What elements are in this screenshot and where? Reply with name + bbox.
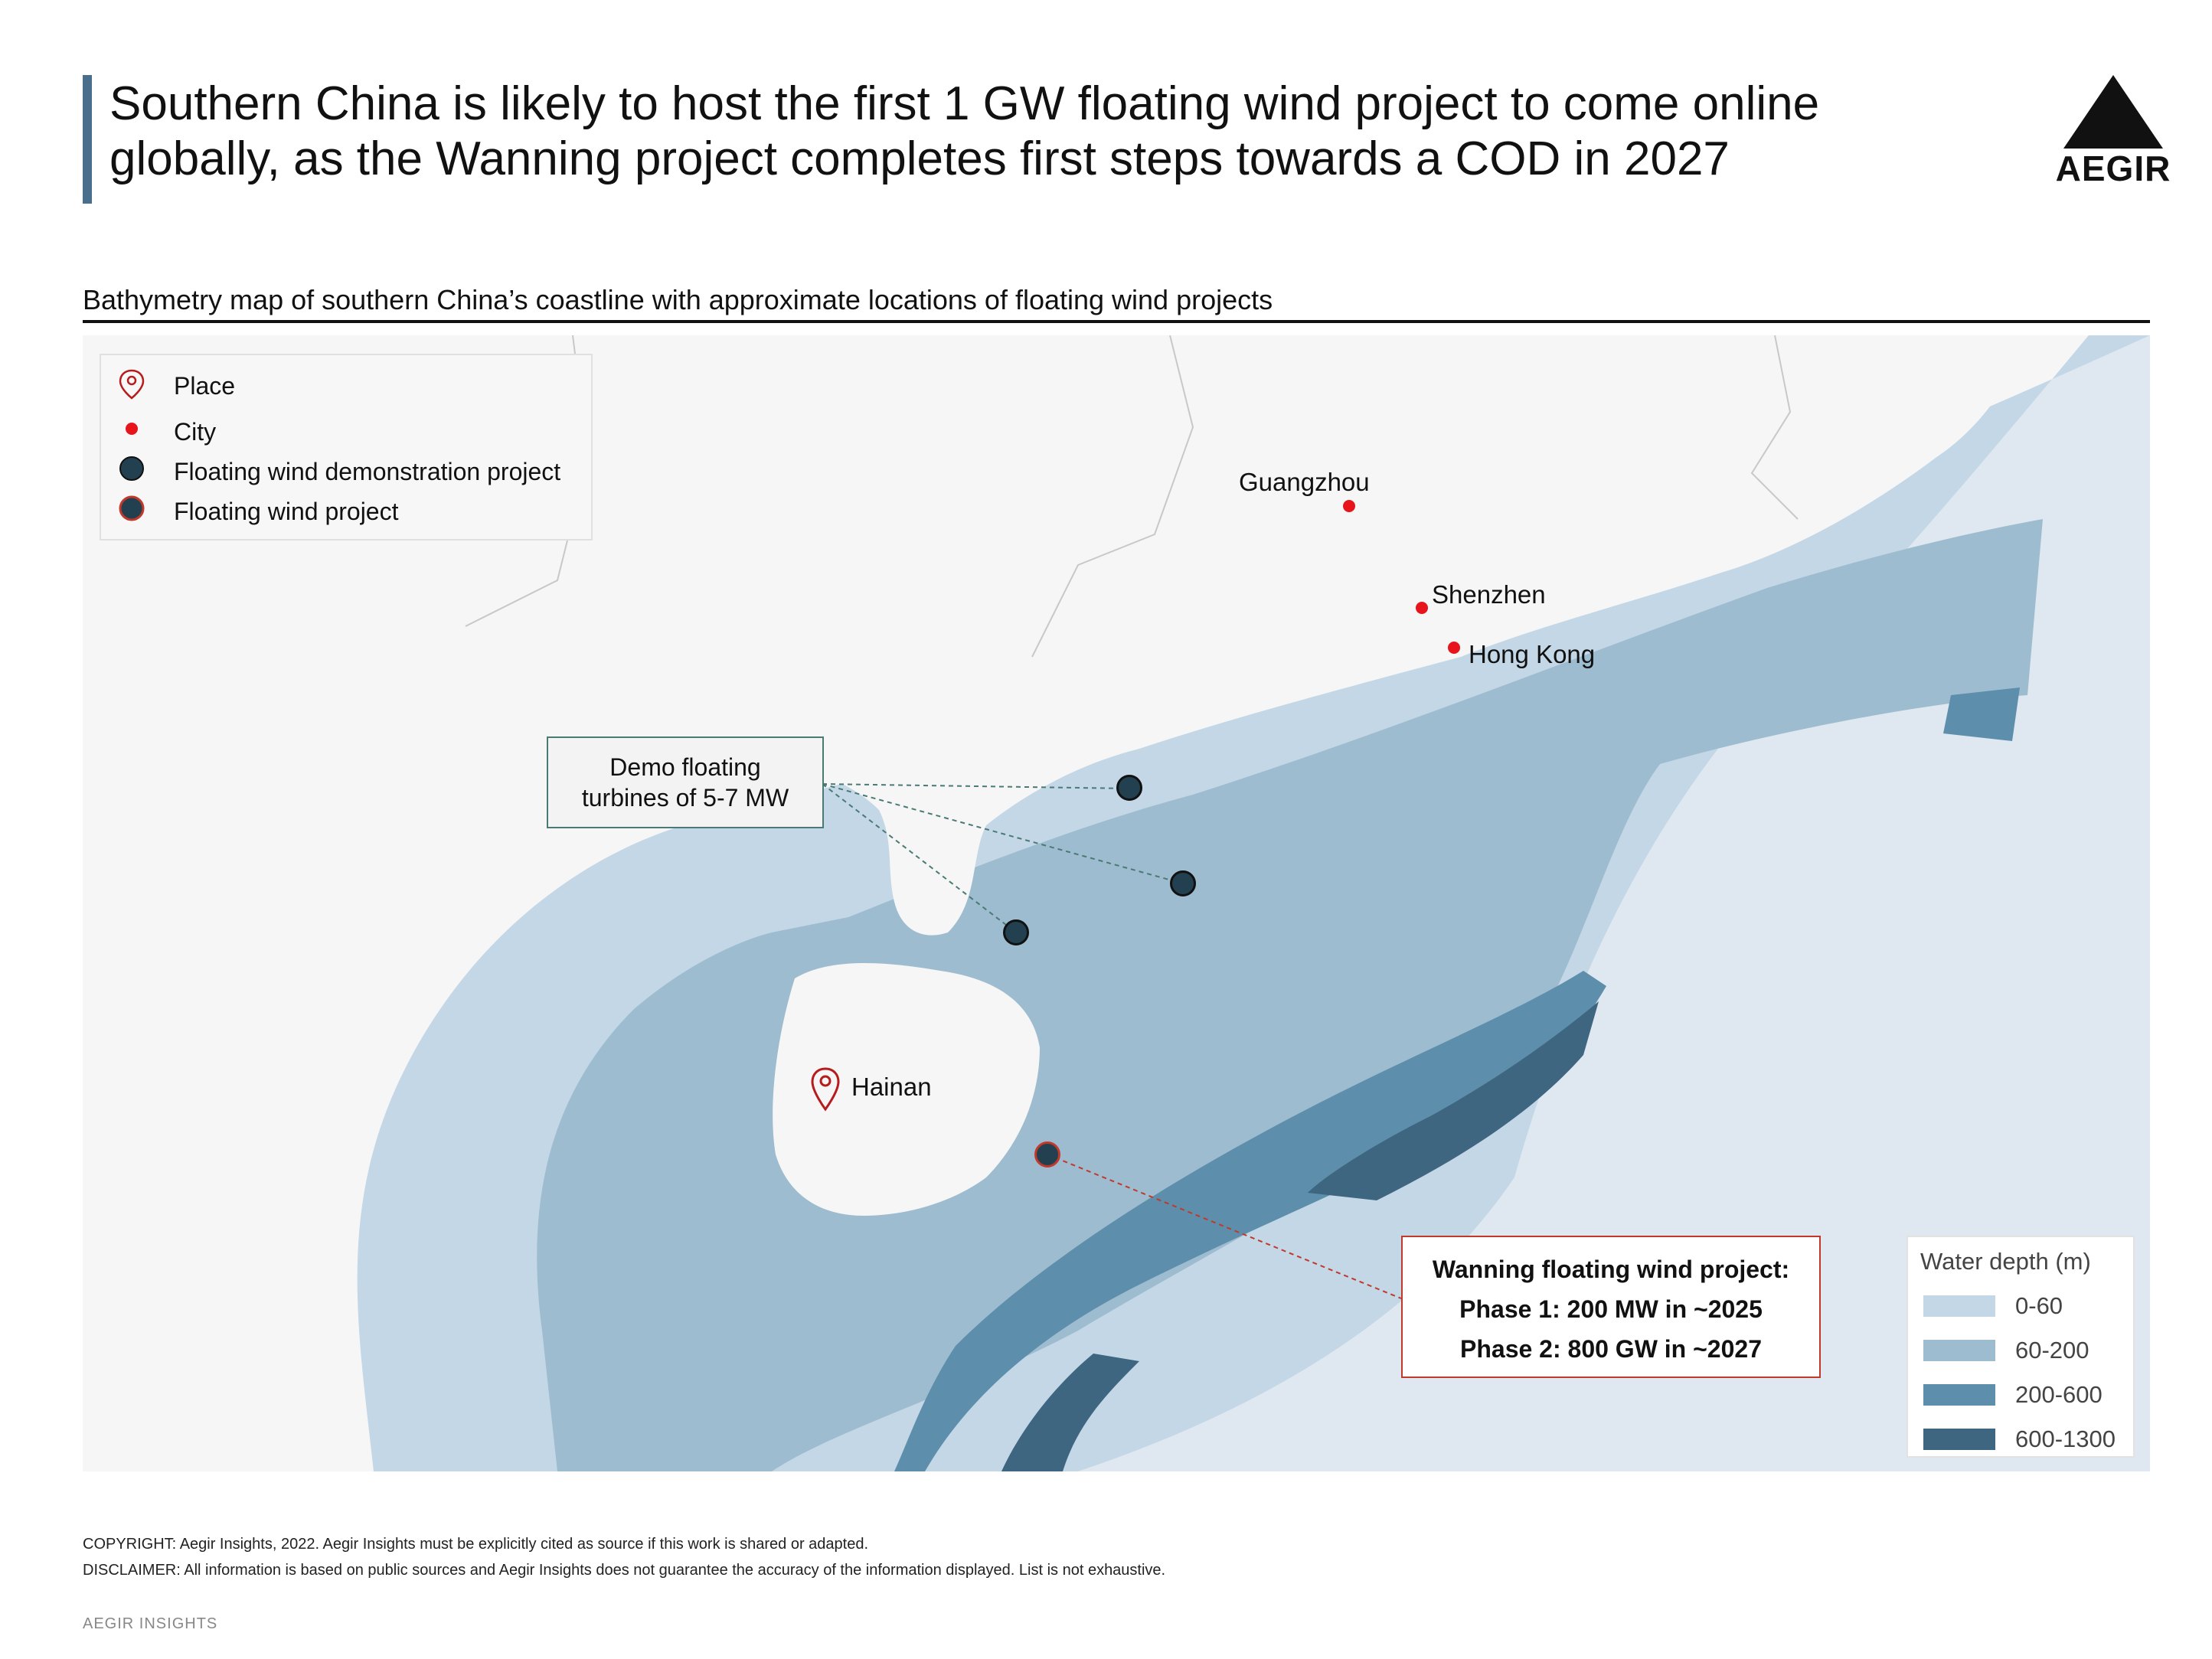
aegir-logo: AEGIR xyxy=(2052,75,2174,190)
province-border-3 xyxy=(1750,335,1799,520)
province-border-2 xyxy=(1031,335,1194,658)
slope-sea-200-600 xyxy=(894,971,1606,1471)
footer-disclaimer: DISCLAIMER: All information is based on … xyxy=(83,1562,1166,1579)
bathymetry-map[interactable]: Place City Floating wind demonstration p… xyxy=(83,335,2150,1471)
city-marker-hong-kong[interactable] xyxy=(1448,642,1460,654)
map-pin-icon xyxy=(119,369,145,400)
depth-label-0-60: 0-60 xyxy=(2015,1292,2063,1319)
logo-triangle-icon xyxy=(2063,75,2163,149)
depth-swatch-60-200 xyxy=(1923,1340,1995,1361)
label-guangzhou: Guangzhou xyxy=(1239,468,1370,496)
legend-row-city: City xyxy=(101,415,591,446)
label-shenzhen: Shenzhen xyxy=(1432,580,1546,609)
shelf-sea-60-200 xyxy=(537,519,2043,1471)
subtitle-divider xyxy=(83,320,2150,323)
footer-brand: AEGIR INSIGHTS xyxy=(83,1615,218,1632)
wanning-project-marker[interactable] xyxy=(1034,1141,1060,1168)
legend-label-city: City xyxy=(174,418,217,446)
map-pin-icon[interactable] xyxy=(810,1067,841,1112)
depth-legend-row-0-60: 0-60 xyxy=(1923,1291,2122,1321)
red-dot-icon xyxy=(126,423,138,435)
headline-accent-bar xyxy=(83,75,92,204)
map-subtitle: Bathymetry map of southern China’s coast… xyxy=(83,284,1273,315)
label-hainan: Hainan xyxy=(851,1073,932,1101)
wanning-callout-phase-1: Phase 1: 200 MW in ~2025 xyxy=(1459,1295,1763,1323)
teal-circle-icon xyxy=(119,456,144,481)
demo-project-marker-2[interactable] xyxy=(1170,870,1196,896)
demo-callout-line-2: turbines of 5-7 MW xyxy=(581,784,789,812)
legend-label-wind-project: Floating wind project xyxy=(174,498,399,525)
wanning-project-callout: Wanning floating wind project: Phase 1: … xyxy=(1401,1236,1821,1378)
legend-row-demo-project: Floating wind demonstration project xyxy=(101,455,591,485)
hainan-island xyxy=(773,963,1040,1216)
depth-swatch-600-1300 xyxy=(1923,1429,1995,1450)
legend-row-wind-project: Floating wind project xyxy=(101,495,591,525)
dark-circle-red-outline-icon xyxy=(119,495,145,521)
depth-swatch-0-60 xyxy=(1923,1295,1995,1317)
label-hong-kong: Hong Kong xyxy=(1469,640,1596,668)
demo-leader-line-2 xyxy=(822,783,1184,884)
deep-basin-600-1300 xyxy=(1001,1354,1139,1471)
demo-callout-line-1: Demo floating xyxy=(609,753,761,781)
legend-row-place: Place xyxy=(101,369,591,400)
depth-label-200-600: 200-600 xyxy=(2015,1381,2103,1408)
demo-leader-line-1 xyxy=(822,783,1130,789)
legend-label-demo-project: Floating wind demonstration project xyxy=(174,458,561,485)
depth-label-60-200: 60-200 xyxy=(2015,1337,2089,1363)
page-headline: Southern China is likely to host the fir… xyxy=(109,77,1820,185)
demo-project-marker-3[interactable] xyxy=(1003,919,1029,945)
depth-legend-row-200-600: 200-600 xyxy=(1923,1380,2122,1410)
demo-project-marker-1[interactable] xyxy=(1116,775,1142,801)
map-legend: Place City Floating wind demonstration p… xyxy=(100,354,593,540)
slope-sea-east-200-600 xyxy=(1943,687,2020,741)
legend-label-place: Place xyxy=(174,372,236,400)
demo-turbines-callout: Demo floating turbines of 5-7 MW xyxy=(547,736,824,828)
water-depth-legend: Water depth (m) 0-60 60-200 200-600 600-… xyxy=(1907,1236,2135,1458)
depth-label-600-1300: 600-1300 xyxy=(2015,1425,2116,1452)
city-marker-guangzhou[interactable] xyxy=(1343,500,1355,512)
map-base-layer xyxy=(83,335,2150,1471)
wanning-callout-title: Wanning floating wind project: xyxy=(1432,1256,1790,1283)
demo-leader-line-3 xyxy=(822,783,1017,933)
logo-text: AEGIR xyxy=(2055,149,2171,188)
depth-legend-row-600-1300: 600-1300 xyxy=(1923,1424,2122,1455)
depth-swatch-200-600 xyxy=(1923,1384,1995,1406)
wanning-callout-phase-2: Phase 2: 800 GW in ~2027 xyxy=(1460,1335,1762,1363)
mainland-coast xyxy=(83,335,2027,1471)
deep-trench-600-1300 xyxy=(1308,1001,1599,1200)
footer-copyright: COPYRIGHT: Aegir Insights, 2022. Aegir I… xyxy=(83,1536,869,1553)
depth-legend-row-60-200: 60-200 xyxy=(1923,1335,2122,1366)
depth-legend-title: Water depth (m) xyxy=(1920,1248,2091,1275)
city-marker-shenzhen[interactable] xyxy=(1416,602,1428,614)
